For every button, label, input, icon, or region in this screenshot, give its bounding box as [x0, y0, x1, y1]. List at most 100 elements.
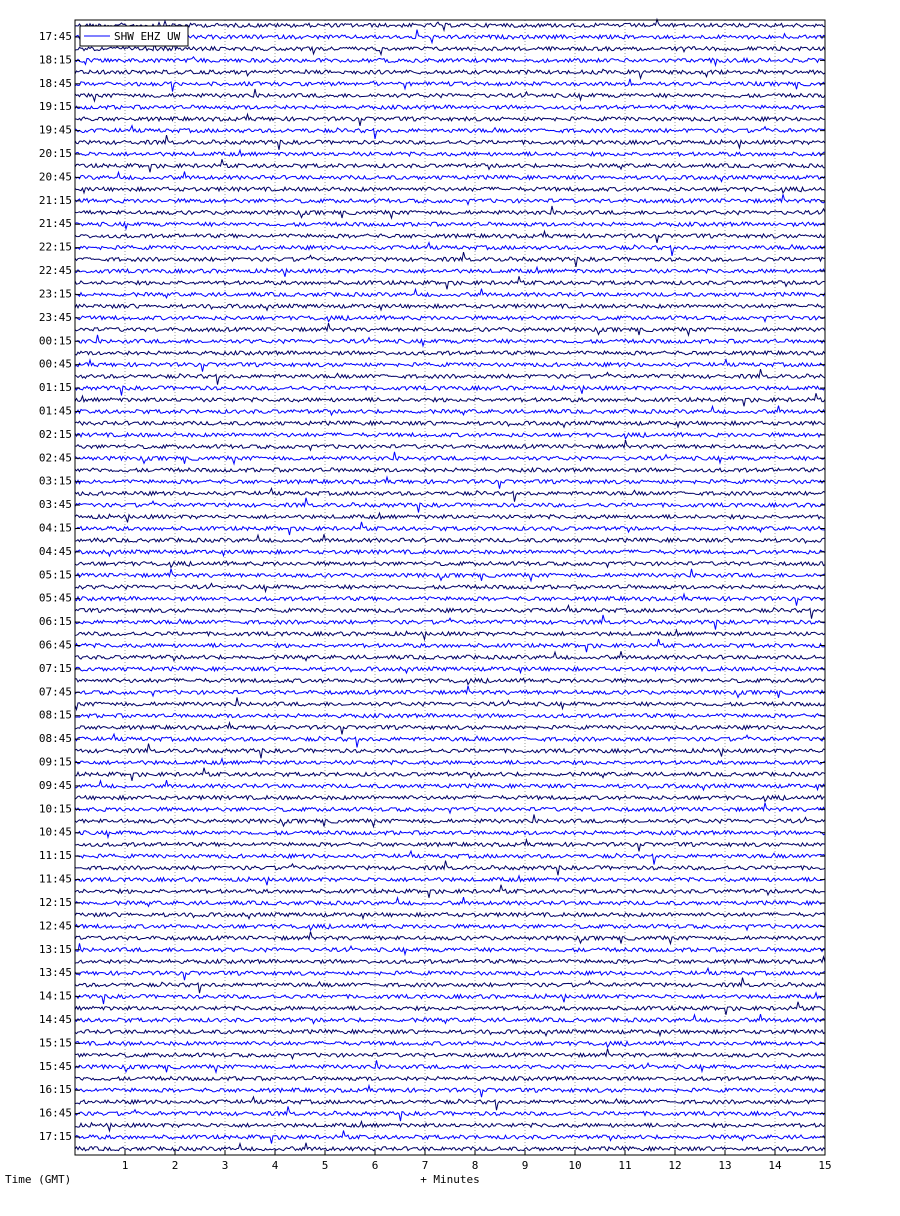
x-tick-label: 7 [422, 1159, 429, 1172]
trace [74, 112, 826, 127]
y-tick-label: 13:15 [39, 943, 72, 956]
y-tick-label: 14:15 [39, 990, 72, 1003]
trace [74, 419, 826, 429]
trace [74, 756, 826, 766]
trace [74, 475, 826, 489]
trace [74, 1040, 826, 1049]
trace [74, 685, 826, 699]
trace [74, 1106, 826, 1122]
trace [74, 923, 826, 932]
trace [74, 1095, 826, 1111]
trace [74, 732, 826, 748]
trace [74, 55, 826, 68]
x-tick-label: 15 [818, 1159, 831, 1172]
x-tick-label: 13 [718, 1159, 731, 1172]
trace [74, 712, 826, 719]
y-tick-label: 01:45 [39, 404, 72, 417]
y-tick-label: 17:15 [39, 1130, 72, 1143]
y-tick-label: 10:15 [39, 802, 72, 815]
trace [74, 148, 826, 158]
x-tick-label: 12 [668, 1159, 681, 1172]
trace [75, 439, 826, 452]
x-tick-label: 4 [272, 1159, 279, 1172]
trace [74, 511, 826, 523]
x-tick-label: 10 [568, 1159, 581, 1172]
trace [74, 977, 826, 994]
trace [74, 560, 826, 569]
trace [74, 431, 826, 440]
y-tick-label: 14:45 [39, 1013, 72, 1026]
trace [74, 368, 826, 385]
trace [74, 582, 826, 594]
trace [74, 68, 826, 81]
trace [74, 486, 826, 502]
y-tick-label: 08:45 [39, 732, 72, 745]
y-tick-label: 06:15 [39, 615, 72, 628]
trace [74, 1048, 826, 1061]
y-axis-label: Time (GMT) [5, 1173, 71, 1186]
trace [74, 393, 826, 407]
plot-frame [74, 19, 826, 1156]
trace [74, 170, 826, 183]
trace [74, 358, 826, 372]
y-tick-label: 07:45 [39, 685, 72, 698]
trace [74, 124, 826, 140]
y-tick-label: 21:45 [39, 217, 72, 230]
trace [74, 849, 826, 865]
x-tick-label: 9 [522, 1159, 529, 1172]
trace [74, 451, 826, 466]
trace [74, 322, 826, 337]
trace [74, 592, 826, 606]
trace [74, 466, 826, 474]
y-tick-label: 12:15 [39, 896, 72, 909]
trace [74, 814, 826, 829]
trace [74, 88, 826, 103]
trace [74, 276, 826, 290]
trace [74, 1013, 826, 1025]
trace [74, 779, 826, 792]
y-tick-label: 02:45 [39, 451, 72, 464]
y-tick-label: 15:45 [39, 1060, 72, 1073]
trace [74, 955, 826, 965]
trace [74, 884, 826, 898]
y-tick-label: 03:45 [39, 498, 72, 511]
trace [74, 1075, 826, 1082]
trace [74, 614, 826, 630]
trace [74, 287, 826, 300]
trace [74, 251, 826, 267]
trace [74, 1130, 826, 1144]
y-tick-label: 01:15 [39, 381, 72, 394]
trace [74, 603, 826, 619]
trace [74, 860, 826, 876]
trace [74, 966, 826, 981]
y-tick-label: 13:45 [39, 966, 72, 979]
x-tick-label: 11 [618, 1159, 631, 1172]
y-tick-label: 19:45 [39, 124, 72, 137]
trace [75, 334, 826, 348]
trace [74, 794, 825, 803]
trace [74, 17, 826, 33]
trace [74, 720, 826, 735]
y-tick-label: 20:45 [39, 170, 72, 183]
trace [74, 943, 826, 957]
y-tick-label: 00:15 [39, 334, 72, 347]
trace [74, 521, 826, 536]
x-axis-label: + Minutes [420, 1173, 480, 1186]
trace [74, 29, 826, 45]
trace [74, 677, 826, 686]
trace [74, 874, 826, 886]
trace [74, 802, 826, 815]
y-tick-label: 08:15 [39, 709, 72, 722]
trace [74, 241, 826, 257]
trace [74, 1141, 826, 1153]
trace [74, 349, 826, 357]
y-tick-label: 10:45 [39, 826, 72, 839]
trace [74, 548, 826, 558]
trace [74, 194, 826, 206]
y-tick-label: 09:15 [39, 756, 72, 769]
x-tick-label: 8 [472, 1159, 479, 1172]
x-tick-label: 5 [322, 1159, 329, 1172]
trace [74, 1028, 826, 1038]
trace [74, 220, 826, 231]
